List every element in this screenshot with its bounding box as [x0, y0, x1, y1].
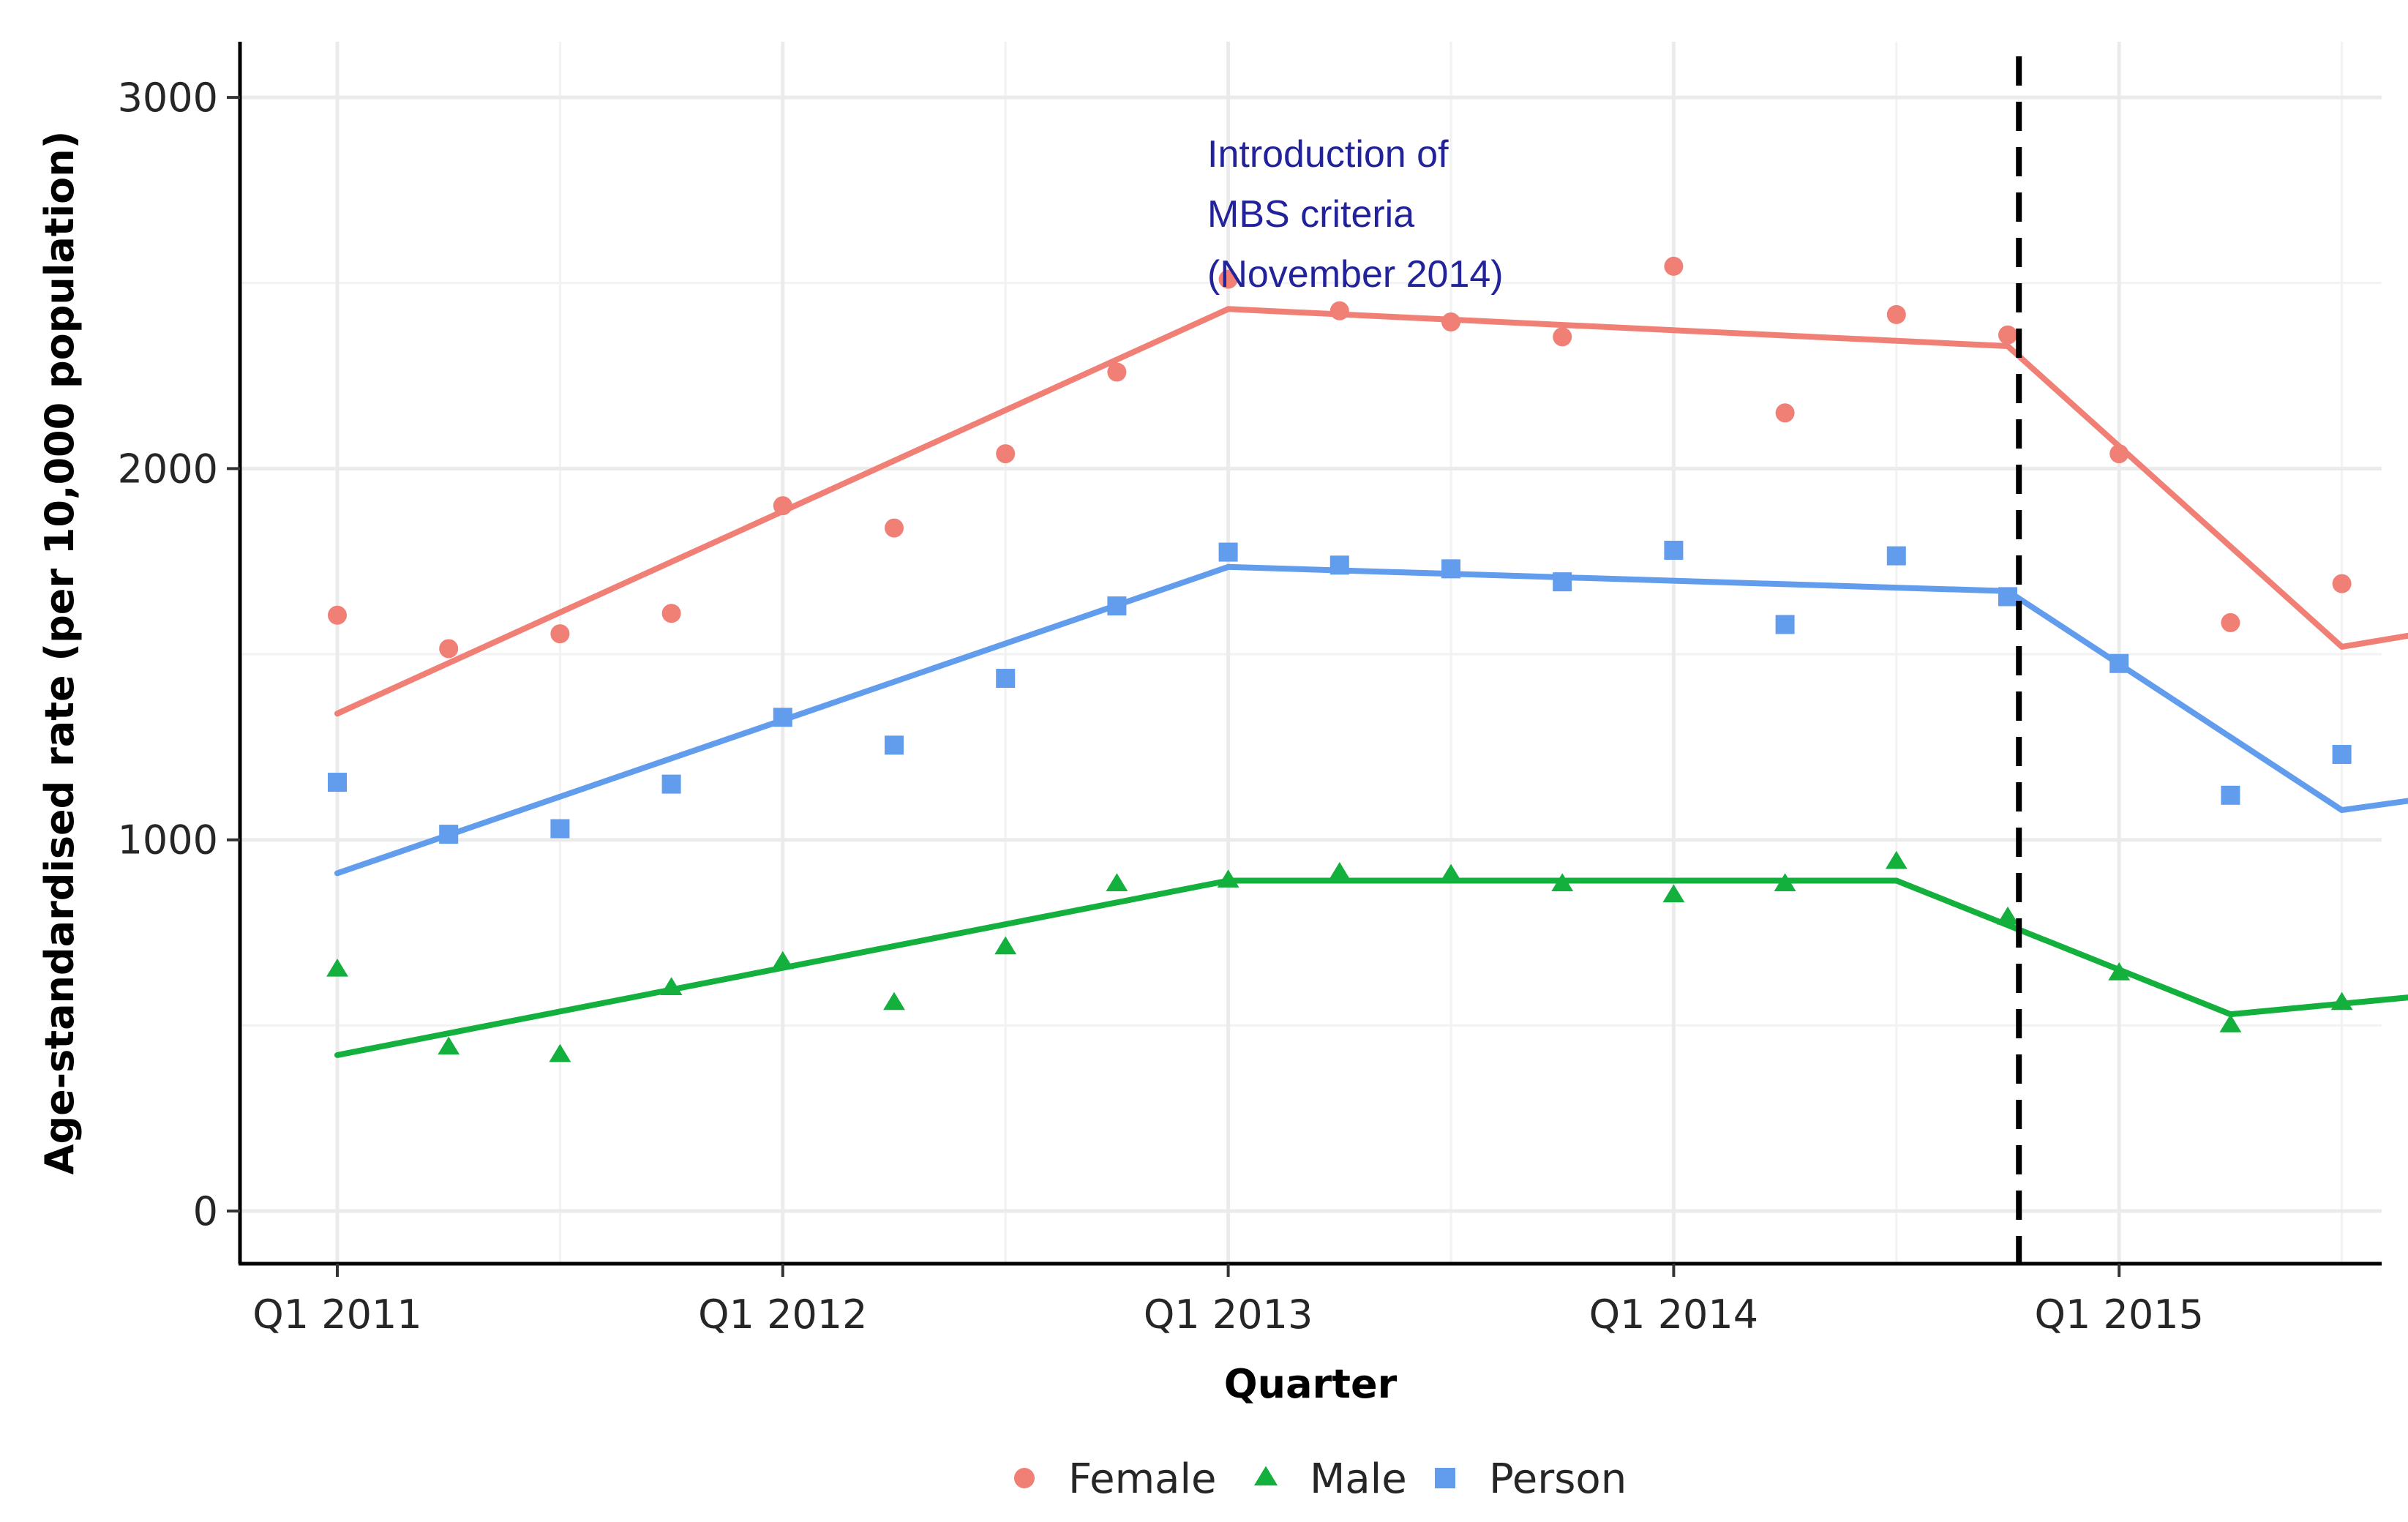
- fit-line-male: [334, 877, 2408, 1058]
- point-female: [550, 624, 570, 644]
- point-female: [661, 604, 681, 623]
- legend-key-female: [1014, 1468, 1035, 1488]
- point-person: [1218, 542, 1238, 562]
- point-female: [2332, 574, 2352, 593]
- axes: [238, 42, 2382, 1266]
- fit-line-female: [334, 306, 2408, 717]
- point-female: [1329, 301, 1349, 320]
- legend-label-person: Person: [1489, 1455, 1627, 1503]
- point-female: [1886, 304, 1906, 324]
- point-male: [1885, 850, 1908, 869]
- point-person: [2221, 785, 2240, 805]
- point-person: [1441, 559, 1460, 579]
- y-tick-label: 2000: [118, 446, 218, 492]
- point-male: [1662, 884, 1685, 903]
- x-tick-label: Q1 2013: [1144, 1292, 1313, 1338]
- point-female: [996, 444, 1016, 464]
- point-male: [1774, 873, 1796, 891]
- data-points: [326, 256, 2353, 1062]
- x-tick-label: Q1 2011: [252, 1292, 421, 1338]
- point-male: [771, 951, 794, 970]
- legend-label-male: Male: [1310, 1455, 1407, 1503]
- point-male: [1551, 873, 1574, 891]
- point-person: [996, 669, 1016, 689]
- point-male: [438, 1036, 460, 1055]
- point-person: [1775, 615, 1795, 634]
- point-female: [2221, 612, 2240, 632]
- x-tick-label: Q1 2015: [2034, 1292, 2203, 1338]
- point-male: [883, 991, 905, 1011]
- point-female: [328, 605, 347, 625]
- point-male: [2330, 991, 2353, 1011]
- point-female: [2109, 444, 2129, 464]
- point-male: [326, 958, 348, 977]
- point-female: [1998, 325, 2017, 345]
- point-person: [1664, 541, 1684, 561]
- gridlines: [240, 42, 2382, 1264]
- point-female: [1775, 403, 1795, 423]
- point-person: [661, 774, 681, 794]
- point-male: [2108, 962, 2131, 981]
- point-female: [1441, 312, 1460, 332]
- point-male: [1997, 906, 2019, 925]
- point-male: [1328, 862, 1351, 880]
- fit-lines: [334, 306, 2408, 1058]
- point-person: [885, 735, 904, 755]
- y-tick-labels: 0 1000 2000 3000: [118, 75, 240, 1234]
- point-female: [885, 518, 904, 538]
- fit-line-person: [334, 563, 2408, 877]
- point-female: [773, 496, 792, 516]
- y-tick-label: 0: [193, 1188, 218, 1234]
- x-tick-label: Q1 2014: [1589, 1292, 1758, 1338]
- annotation-line-3: (November 2014): [1207, 253, 1504, 296]
- point-male: [1217, 869, 1239, 888]
- point-person: [328, 773, 347, 792]
- legend-key-male: [1253, 1466, 1278, 1486]
- point-male: [2219, 1014, 2242, 1032]
- y-tick-label: 1000: [118, 817, 218, 863]
- point-male: [1106, 873, 1128, 891]
- point-female: [1553, 327, 1572, 347]
- point-person: [1107, 596, 1127, 616]
- annotation-line-1: Introduction of: [1207, 133, 1449, 176]
- point-person: [1886, 546, 1906, 566]
- point-male: [994, 936, 1017, 955]
- legend-key-person: [1435, 1468, 1455, 1488]
- x-tick-label: Q1 2012: [698, 1292, 867, 1338]
- point-male: [1440, 863, 1462, 882]
- point-person: [550, 819, 570, 839]
- point-female: [439, 639, 459, 659]
- point-person: [2332, 745, 2352, 765]
- y-tick-label: 3000: [118, 75, 218, 121]
- point-person: [773, 708, 792, 727]
- point-person: [1329, 555, 1349, 575]
- point-person: [1553, 572, 1572, 592]
- point-female: [1218, 269, 1238, 289]
- annotation-line-2: MBS criteria: [1207, 193, 1414, 236]
- point-male: [549, 1043, 571, 1062]
- point-person: [2109, 653, 2129, 673]
- point-female: [1664, 256, 1684, 276]
- point-person: [439, 825, 459, 844]
- point-male: [660, 977, 683, 996]
- point-female: [1107, 362, 1127, 382]
- y-axis-title: Age-standardised rate (per 10,000 popula…: [37, 131, 83, 1175]
- legend: Female Male Person: [1014, 1455, 1627, 1503]
- point-person: [1998, 587, 2017, 607]
- x-axis-title: Quarter: [1224, 1361, 1398, 1407]
- legend-label-female: Female: [1068, 1455, 1216, 1503]
